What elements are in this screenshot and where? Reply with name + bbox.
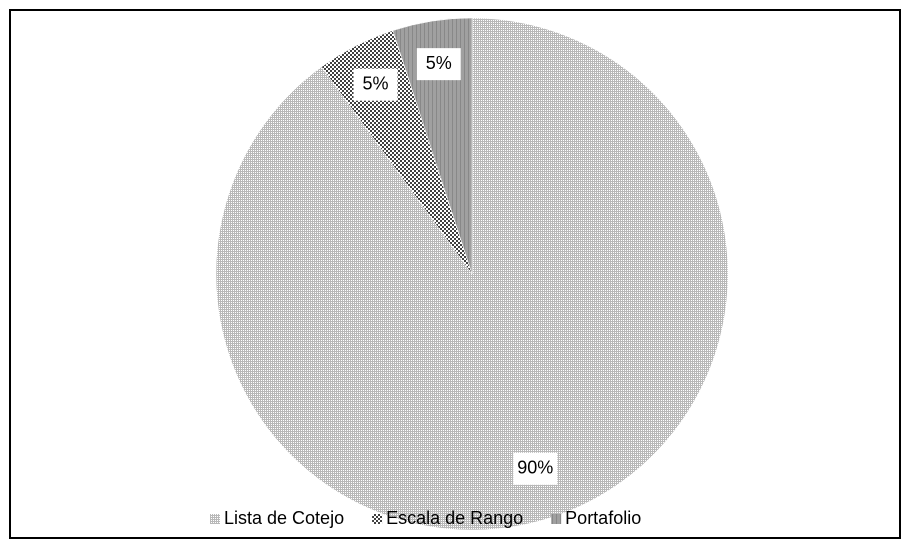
legend-label: Portafolio [565, 508, 641, 528]
data-label: 5% [416, 48, 461, 81]
data-label-text: 5% [363, 73, 389, 93]
data-label-text: 5% [426, 53, 452, 73]
legend-label: Escala de Rango [386, 508, 523, 528]
data-label: 5% [353, 68, 398, 101]
legend: Lista de Cotejo Escala de Rango Portafolio [210, 508, 641, 528]
data-label-text: 90% [517, 458, 553, 478]
legend-marker [551, 514, 562, 524]
legend-marker [210, 514, 220, 524]
pie-slice [392, 17, 473, 275]
legend-marker [372, 514, 383, 524]
data-label-box [353, 68, 398, 101]
data-label-box [416, 48, 461, 81]
data-label: 90% [513, 452, 558, 485]
legend-label: Lista de Cotejo [224, 508, 344, 528]
data-label-box [513, 452, 558, 485]
pie-slice [215, 17, 729, 531]
